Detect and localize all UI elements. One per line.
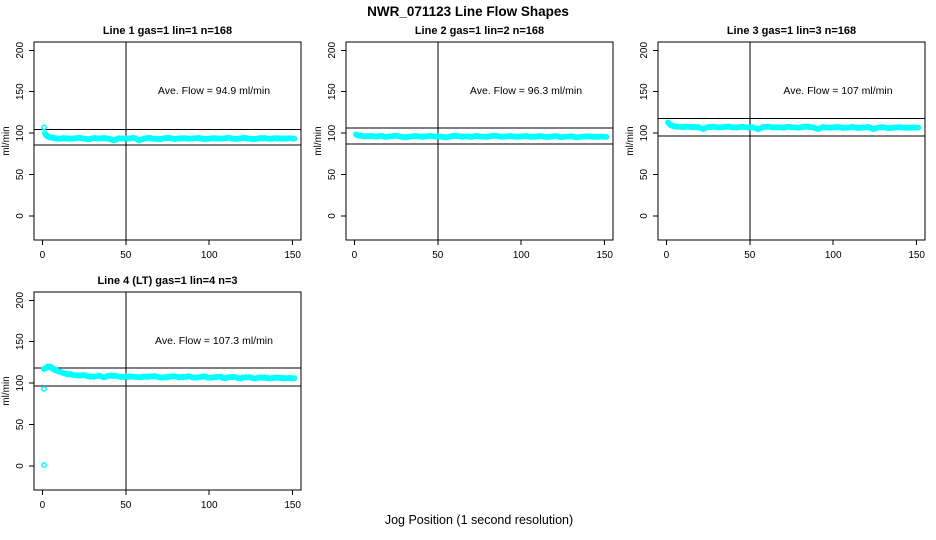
y-axis-title: ml/min [1, 126, 12, 155]
x-axis-label: Jog Position (1 second resolution) [385, 513, 573, 527]
x-tick-label: 150 [908, 250, 925, 261]
y-axis-title: ml/min [313, 126, 324, 155]
panel-title: Line 1 gas=1 lin=1 n=168 [103, 25, 232, 37]
panel-title: Line 3 gas=1 lin=3 n=168 [727, 25, 856, 37]
x-axis: 0 50 100 150 [40, 240, 301, 261]
panels-group: Line 1 gas=1 lin=1 n=168 0 50 100 150 0 50 100 1… [1, 25, 926, 511]
x-tick-label: 0 [352, 250, 358, 261]
x-axis: 0 50 100 150 [352, 240, 613, 261]
x-tick-label: 100 [201, 250, 218, 261]
flow-annotation: Ave. Flow = 94.9 ml/min [158, 85, 270, 97]
y-tick-label: 0 [639, 213, 650, 219]
data-point [41, 124, 47, 131]
x-tick-label: 0 [40, 500, 46, 511]
flow-annotation: Ave. Flow = 107.3 ml/min [155, 335, 273, 347]
data-point [41, 385, 47, 392]
y-tick-label: 100 [639, 124, 650, 141]
y-tick-label: 100 [15, 374, 26, 391]
data-point [41, 462, 47, 469]
y-tick-label: 50 [639, 169, 650, 181]
flow-annotation: Ave. Flow = 107 ml/min [783, 85, 892, 97]
y-tick-label: 50 [15, 169, 26, 181]
flow-annotation: Ave. Flow = 96.3 ml/min [470, 85, 582, 97]
plot-box [345, 41, 614, 241]
x-tick-label: 50 [120, 250, 132, 261]
x-tick-label: 50 [432, 250, 444, 261]
y-tick-label: 0 [15, 463, 26, 469]
x-tick-label: 100 [825, 250, 842, 261]
panel-title: Line 2 gas=1 lin=2 n=168 [415, 25, 544, 37]
y-tick-label: 200 [15, 42, 26, 59]
data-point-series [353, 131, 610, 141]
data-point-series [41, 124, 298, 144]
y-tick-label: 200 [327, 42, 338, 59]
x-axis: 0 50 100 150 [40, 490, 301, 511]
x-tick-label: 150 [284, 250, 301, 261]
y-axis: 0 50 100 150 200 [639, 42, 658, 219]
panel: Line 3 gas=1 lin=3 n=168 0 50 100 150 0 50 100 1… [625, 25, 926, 261]
x-tick-label: 0 [40, 250, 46, 261]
x-tick-label: 150 [284, 500, 301, 511]
y-axis: 0 50 100 150 200 [327, 42, 346, 219]
panel: Line 1 gas=1 lin=1 n=168 0 50 100 150 0 50 100 1… [1, 25, 302, 261]
y-tick-label: 50 [327, 169, 338, 181]
panel: Line 4 (LT) gas=1 lin=4 n=3 0 50 100 150 0 50 1… [1, 275, 302, 511]
data-point-series [41, 363, 298, 469]
main-title: NWR_071123 Line Flow Shapes [367, 4, 569, 19]
y-axis: 0 50 100 150 200 [15, 42, 34, 219]
y-tick-label: 150 [639, 83, 650, 100]
y-axis: 0 50 100 150 200 [15, 292, 34, 469]
data-point [291, 375, 298, 382]
y-tick-label: 150 [15, 83, 26, 100]
x-tick-label: 50 [744, 250, 756, 261]
y-tick-label: 150 [15, 333, 26, 350]
data-point [291, 135, 298, 142]
y-tick-label: 200 [15, 292, 26, 309]
y-tick-label: 150 [327, 83, 338, 100]
y-tick-label: 0 [327, 213, 338, 219]
data-point [603, 133, 610, 140]
data-point-series [665, 119, 922, 133]
y-axis-title: ml/min [625, 126, 636, 155]
x-axis: 0 50 100 150 [664, 240, 925, 261]
y-tick-label: 0 [15, 213, 26, 219]
panel-title: Line 4 (LT) gas=1 lin=4 n=3 [97, 275, 237, 287]
y-tick-label: 100 [15, 124, 26, 141]
x-tick-label: 100 [513, 250, 530, 261]
panel: Line 2 gas=1 lin=2 n=168 0 50 100 150 0 50 100 1… [313, 25, 614, 261]
y-tick-label: 100 [327, 124, 338, 141]
x-tick-label: 150 [596, 250, 613, 261]
data-point [915, 124, 922, 131]
plot-box [33, 291, 302, 491]
y-axis-title: ml/min [1, 376, 12, 405]
plot-box [657, 41, 926, 241]
x-tick-label: 0 [664, 250, 670, 261]
plot-box [33, 41, 302, 241]
y-tick-label: 200 [639, 42, 650, 59]
x-tick-label: 50 [120, 500, 132, 511]
y-tick-label: 50 [15, 419, 26, 431]
x-tick-label: 100 [201, 500, 218, 511]
